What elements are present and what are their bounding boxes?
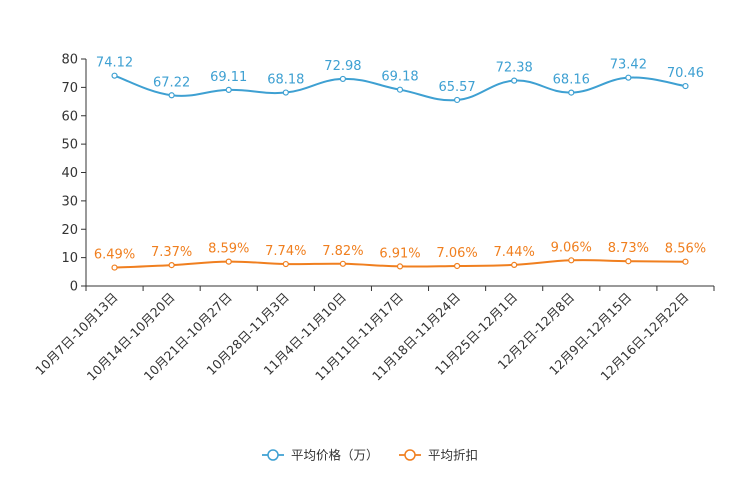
data-point[interactable]	[111, 72, 118, 79]
series-layer: 74.12 67.22 69.11 68.18 72.98 69.18 65.57 72.38…	[94, 56, 706, 271]
data-point[interactable]	[511, 261, 518, 268]
y-tick-label: 40	[61, 166, 78, 181]
data-label: 7.37%	[151, 245, 192, 260]
data-label: 74.12	[96, 56, 133, 71]
data-label: 73.42	[610, 58, 647, 73]
legend-marker-icon	[267, 449, 279, 461]
data-point[interactable]	[282, 260, 289, 268]
data-point[interactable]	[682, 258, 689, 265]
legend-item-avg-discount[interactable]: 平均折扣	[399, 448, 478, 463]
data-label: 70.46	[667, 66, 704, 81]
data-label: 68.18	[267, 73, 304, 88]
data-label: 7.44%	[494, 245, 535, 260]
legend-marker-icon	[404, 449, 416, 461]
data-label: 68.16	[553, 73, 590, 88]
data-label: 8.59%	[208, 242, 249, 257]
data-point[interactable]	[282, 89, 289, 96]
data-label: 7.82%	[322, 244, 363, 259]
data-point[interactable]	[396, 263, 404, 270]
data-label: 6.91%	[379, 246, 420, 261]
data-label: 65.57	[438, 80, 475, 95]
legend-item-avg-price[interactable]: 平均价格（万）	[262, 448, 379, 463]
data-label: 8.56%	[665, 242, 706, 257]
data-label: 6.49%	[94, 248, 135, 263]
data-point[interactable]	[625, 258, 632, 265]
data-point[interactable]	[453, 96, 461, 104]
series-avg-discount: 6.49% 7.37% 8.59% 7.74% 7.82% 6.91% 7.06% 7.44%…	[94, 240, 706, 271]
y-tick-label: 10	[61, 251, 78, 266]
data-point[interactable]	[168, 92, 175, 99]
data-label: 9.06%	[551, 240, 592, 255]
y-tick-label: 0	[70, 280, 78, 295]
legend-label: 平均价格（万）	[291, 448, 379, 463]
data-label: 72.38	[496, 61, 533, 76]
legend[interactable]: 平均价格（万） 平均折扣	[262, 448, 478, 463]
legend-label: 平均折扣	[428, 448, 478, 463]
data-point[interactable]	[568, 257, 575, 264]
data-point[interactable]	[511, 77, 518, 84]
y-tick-label: 80	[61, 53, 78, 68]
data-label: 7.06%	[436, 246, 477, 261]
y-tick-label: 60	[61, 109, 78, 124]
data-point[interactable]	[396, 86, 404, 93]
data-label: 69.11	[210, 70, 247, 85]
data-label: 7.74%	[265, 244, 306, 259]
data-label: 69.18	[381, 70, 418, 85]
data-point[interactable]	[339, 260, 347, 267]
y-tick-label: 50	[61, 138, 78, 153]
data-point[interactable]	[682, 82, 689, 90]
data-point[interactable]	[111, 264, 118, 271]
data-label: 8.73%	[608, 241, 649, 256]
data-point[interactable]	[453, 262, 461, 270]
data-point[interactable]	[168, 261, 175, 269]
axes: 0102030405060708010月7日-10月13日10月14日-10月2…	[32, 53, 715, 384]
data-point[interactable]	[225, 258, 232, 265]
data-point[interactable]	[625, 74, 632, 81]
data-point[interactable]	[225, 86, 232, 94]
y-tick-label: 20	[61, 223, 78, 238]
data-point[interactable]	[568, 89, 575, 96]
data-label: 67.22	[153, 75, 190, 90]
y-tick-label: 30	[61, 194, 78, 209]
y-tick-label: 70	[61, 81, 78, 96]
data-point[interactable]	[339, 75, 347, 83]
series-avg-price: 74.12 67.22 69.11 68.18 72.98 69.18 65.57 72.38…	[96, 56, 704, 104]
data-label: 72.98	[324, 59, 361, 74]
